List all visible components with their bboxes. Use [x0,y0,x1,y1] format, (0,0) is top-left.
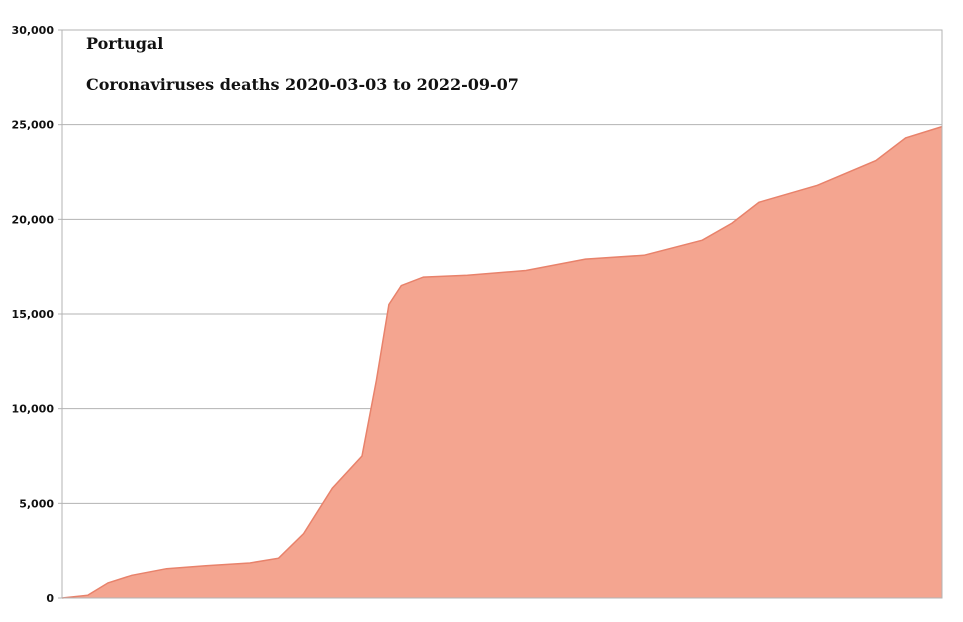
data-point [166,568,167,570]
data-point [875,160,877,162]
data-point [388,304,390,305]
data-point [131,574,133,576]
y-tick-label: 25,000 [12,119,55,132]
data-point [331,487,333,489]
y-tick-label: 30,000 [12,24,55,37]
data-point [400,285,402,287]
chart-subtitle: Coronaviruses deaths 2020-03-03 to 2022-… [86,75,519,94]
y-tick-label: 10,000 [12,403,55,416]
data-point [107,582,109,584]
data-point [303,533,305,535]
data-point [467,274,468,276]
data-point [905,137,907,139]
y-axis-ticks: 0 5,000 10,000 15,000 20,000 25,000 30,000 [12,24,62,605]
data-point [422,276,424,278]
data-point [758,201,760,203]
y-tick-label: 15,000 [12,308,55,321]
data-point [584,258,586,260]
data-point [87,594,89,596]
data-point [731,222,733,224]
y-tick-label: 5,000 [19,497,54,510]
data-point [701,239,703,241]
data-point [361,455,363,457]
data-point [816,184,818,186]
y-tick-label: 0 [46,592,54,605]
area-series [61,125,943,599]
data-point [205,565,207,567]
y-tick-label: 20,000 [12,213,55,226]
data-point [525,270,527,271]
deaths-area [62,126,942,598]
deaths-line [61,125,943,599]
chart-title: Portugal [86,34,163,53]
data-point [375,379,377,381]
data-point [249,562,251,564]
data-point [278,557,280,559]
data-point [643,254,645,256]
